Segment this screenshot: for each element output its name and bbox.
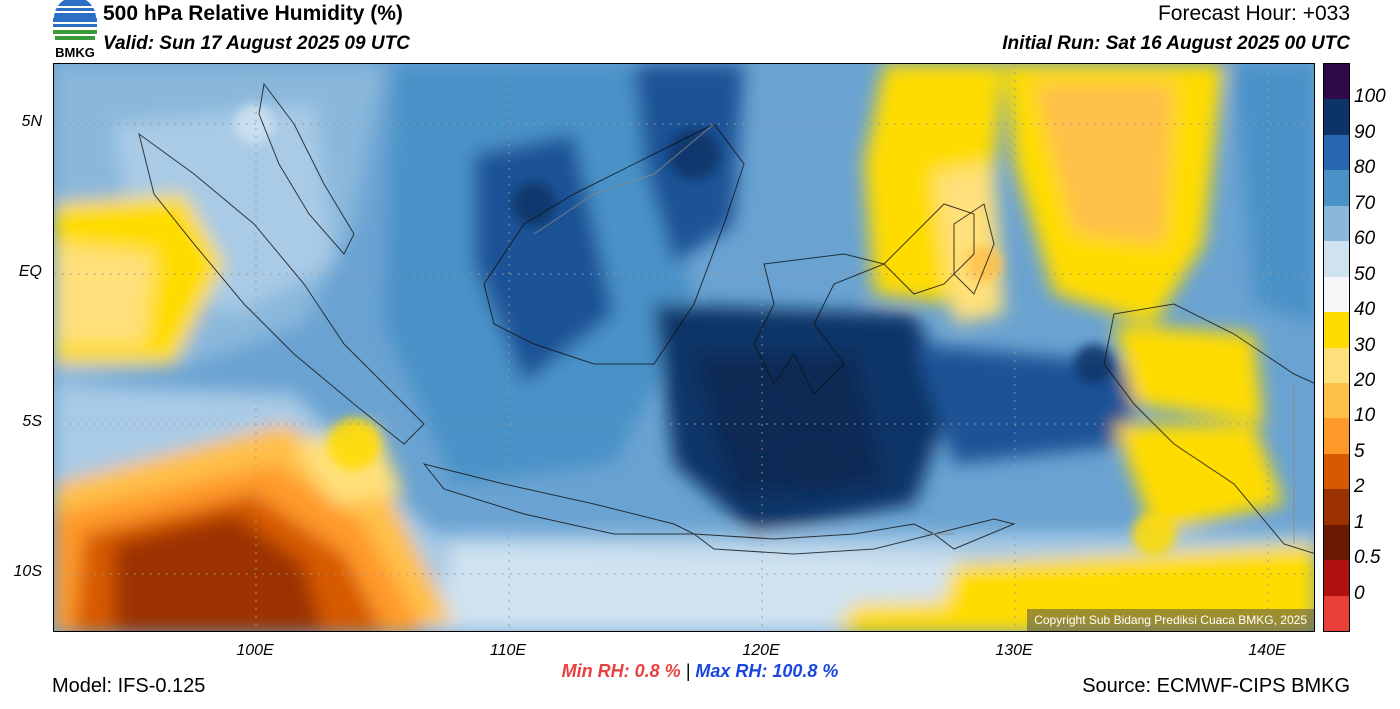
coastlines <box>138 82 1314 555</box>
colorbar-label: 70 <box>1354 192 1376 214</box>
stats-separator: | <box>685 661 691 681</box>
colorbar-label: 0.5 <box>1354 547 1381 569</box>
max-rh-label: Max RH: <box>695 661 768 681</box>
colorbar-segment <box>1324 205 1349 242</box>
colorbar-segment <box>1324 524 1349 561</box>
colorbar-segment <box>1324 347 1349 383</box>
colorbar-label: 90 <box>1354 121 1376 143</box>
lat-label-eq: EQ <box>18 263 42 280</box>
min-rh-label: Min RH: <box>561 661 630 681</box>
colorbar-label: 0 <box>1354 582 1365 604</box>
colorbar-segment <box>1324 489 1349 525</box>
initial-run: Initial Run: Sat 16 August 2025 00 UTC <box>1002 33 1350 54</box>
colorbar-segment <box>1324 312 1349 348</box>
colorbar-segment <box>1324 382 1349 419</box>
min-rh-value: 0.8 % <box>634 661 681 681</box>
colorbar-segment <box>1324 99 1349 135</box>
colorbar-label: 60 <box>1354 228 1376 250</box>
source-label: Source: ECMWF-CIPS BMKG <box>1082 675 1350 697</box>
colorbar-segment <box>1324 134 1349 171</box>
colorbar-label: 5 <box>1354 440 1365 462</box>
max-rh-value: 100.8 % <box>772 661 839 681</box>
map-title: 500 hPa Relative Humidity (%) <box>103 2 403 25</box>
valid-time: Valid: Sun 17 August 2025 09 UTC <box>103 33 410 54</box>
bmkg-logo-icon: BMKG <box>50 0 100 60</box>
colorbar-label: 2 <box>1354 476 1365 498</box>
colorbar-label: 30 <box>1354 334 1376 356</box>
lon-label-120e: 120E <box>742 642 780 659</box>
logo-text: BMKG <box>55 45 95 60</box>
colorbar-segment <box>1324 170 1349 206</box>
lon-label-110e: 110E <box>489 642 527 659</box>
lat-label-10s: 10S <box>13 563 42 580</box>
colorbar-label: 1 <box>1354 511 1365 533</box>
lat-label-5s: 5S <box>22 413 42 430</box>
rh-stats: Min RH: 0.8 % | Max RH: 100.8 % <box>0 661 1400 682</box>
colorbar-label: 40 <box>1354 299 1376 321</box>
colorbar <box>1323 63 1350 632</box>
colorbar-segment <box>1324 418 1349 454</box>
lon-label-100e: 100E <box>236 642 274 659</box>
humidity-map <box>53 63 1315 632</box>
colorbar-label: 10 <box>1354 405 1376 427</box>
colorbar-segment <box>1324 595 1349 631</box>
colorbar-label: 100 <box>1354 86 1386 108</box>
colorbar-label: 80 <box>1354 157 1376 179</box>
lon-label-140e: 140E <box>1248 642 1286 659</box>
lon-label-130e: 130E <box>995 642 1033 659</box>
colorbar-segment <box>1324 64 1349 100</box>
copyright-notice: Copyright Sub Bidang Prediksi Cuaca BMKG… <box>1027 609 1314 631</box>
forecast-hour: Forecast Hour: +033 <box>1157 2 1350 25</box>
colorbar-segment <box>1324 453 1349 490</box>
colorbar-label: 20 <box>1354 369 1376 391</box>
colorbar-segment <box>1324 276 1349 313</box>
lat-label-5n: 5N <box>21 113 42 130</box>
colorbar-segment <box>1324 241 1349 277</box>
colorbar-label: 50 <box>1354 263 1376 285</box>
colorbar-segment <box>1324 560 1349 596</box>
model-label: Model: IFS-0.125 <box>52 675 206 697</box>
